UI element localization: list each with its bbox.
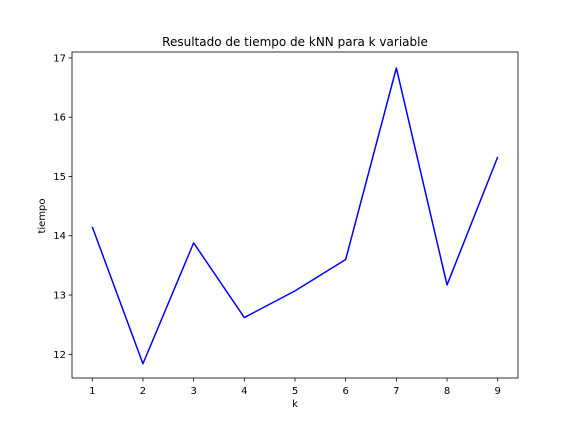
y-tick-label: 17 — [53, 53, 66, 64]
x-tick-label: 9 — [495, 386, 501, 397]
y-axis: 12 13 14 15 16 17 — [53, 53, 72, 361]
chart-title: Resultado de tiempo de kNN para k variab… — [162, 35, 428, 49]
x-axis: 1 2 3 4 5 6 7 8 9 — [89, 378, 501, 397]
series-line — [91, 67, 499, 365]
x-tick-label: 1 — [89, 386, 95, 397]
x-axis-label: k — [292, 399, 298, 410]
y-tick-label: 16 — [53, 113, 66, 124]
y-tick-label: 15 — [53, 172, 66, 183]
x-tick-label: 6 — [342, 386, 348, 397]
x-tick-label: 5 — [292, 386, 298, 397]
x-tick-label: 3 — [190, 386, 196, 397]
y-tick-label: 13 — [53, 291, 66, 302]
x-tick-label: 8 — [444, 386, 450, 397]
x-tick-label: 4 — [241, 386, 247, 397]
y-tick-label: 14 — [53, 231, 66, 242]
x-tick-label: 2 — [140, 386, 146, 397]
y-tick-label: 12 — [53, 350, 66, 361]
y-axis-label: tiempo — [37, 198, 48, 233]
x-tick-label: 7 — [393, 386, 399, 397]
